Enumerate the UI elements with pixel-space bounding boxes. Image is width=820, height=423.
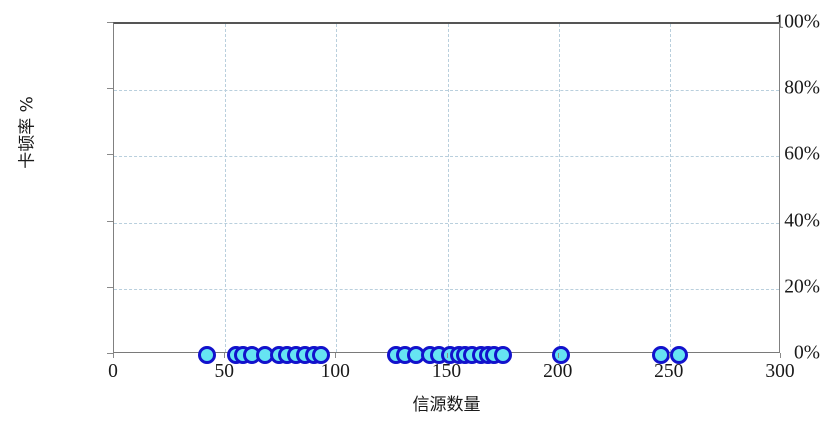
y-tick-label: 80%	[784, 77, 820, 99]
y-tick-label: 0%	[794, 342, 820, 364]
y-tick-mark	[107, 22, 113, 23]
gridline-horizontal	[114, 90, 779, 92]
gridline-horizontal	[114, 288, 779, 290]
y-tick-label: 20%	[784, 276, 820, 298]
y-tick-mark	[107, 286, 113, 288]
y-tick-mark	[107, 220, 113, 222]
data-point	[669, 346, 688, 364]
x-tick-label: 0	[108, 361, 118, 382]
data-point	[494, 346, 513, 364]
gridline-horizontal	[114, 222, 779, 224]
x-tick-mark	[446, 353, 448, 358]
x-axis-title: 信源数量	[412, 395, 481, 415]
gridline-vertical	[225, 24, 227, 352]
y-axis-title-text: 卡顿率 %	[17, 96, 38, 169]
y-tick-mark	[107, 353, 113, 354]
gridline-horizontal	[114, 156, 779, 158]
gridline-vertical	[447, 24, 449, 352]
data-point	[551, 346, 570, 364]
y-axis-title: 卡顿率 %	[13, 96, 38, 169]
gridline-vertical	[336, 24, 338, 352]
x-tick-mark	[113, 353, 114, 358]
gridline-vertical	[558, 24, 560, 352]
x-tick-mark	[780, 353, 781, 358]
y-tick-label: 40%	[784, 209, 820, 231]
plot-area	[113, 22, 780, 364]
x-tick-label: 100	[320, 361, 350, 382]
x-tick-mark	[224, 353, 226, 358]
x-tick-label: 150	[431, 361, 462, 382]
x-tick-mark	[557, 353, 559, 358]
data-point	[651, 346, 670, 364]
x-tick-label: 50	[214, 361, 234, 382]
data-point	[198, 346, 217, 364]
y-tick-label: 60%	[784, 143, 820, 165]
y-tick-label: 100%	[774, 11, 820, 33]
x-tick-label: 200	[543, 361, 573, 382]
data-point	[311, 346, 330, 364]
x-tick-label: 250	[654, 361, 684, 382]
y-tick-mark	[107, 88, 113, 90]
x-tick-label: 300	[765, 361, 795, 382]
x-tick-mark	[668, 353, 670, 358]
x-tick-mark	[335, 353, 337, 358]
y-tick-mark	[107, 154, 113, 156]
gridline-vertical	[669, 24, 671, 352]
